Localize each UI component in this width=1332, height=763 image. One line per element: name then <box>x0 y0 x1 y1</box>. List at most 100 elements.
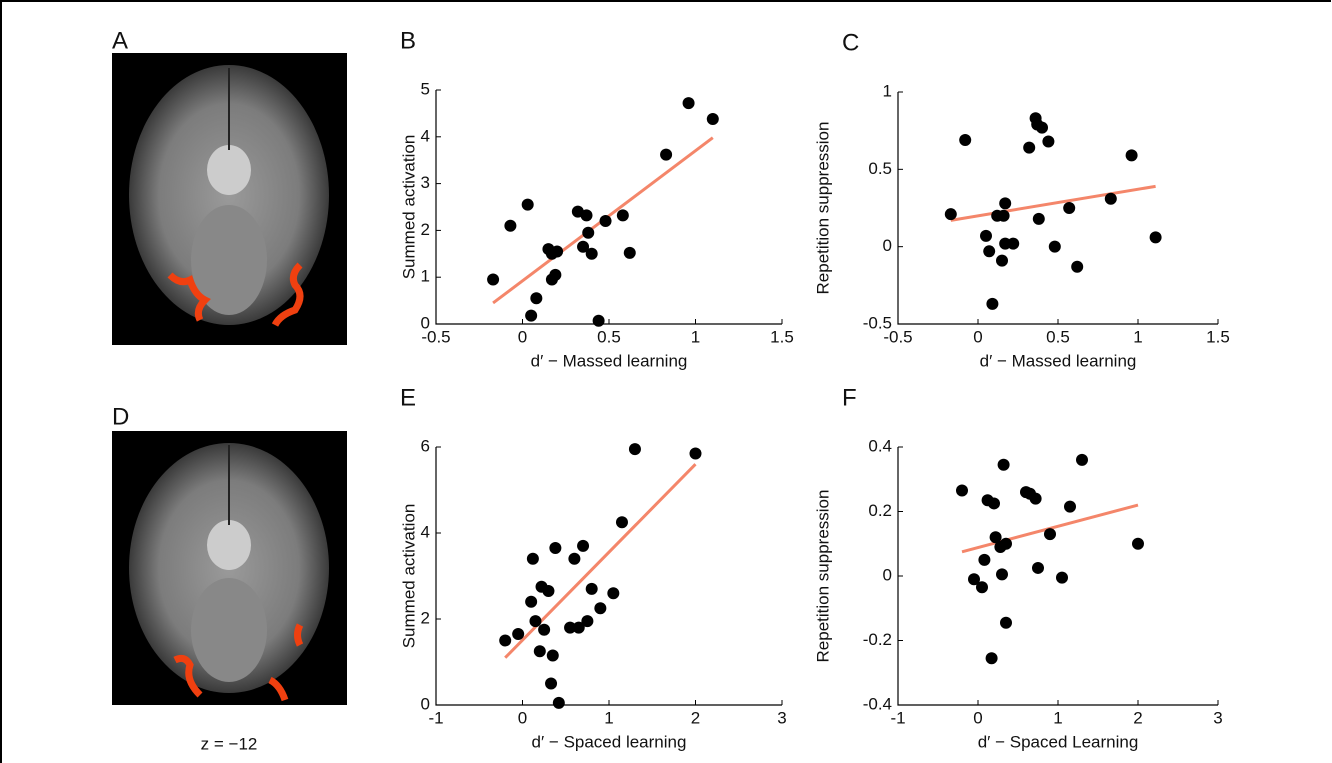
x-tick-label: 2 <box>1133 708 1142 727</box>
y-tick-label: 1 <box>883 81 892 100</box>
point <box>1030 493 1042 505</box>
point <box>690 447 702 459</box>
x-tick-label: 2 <box>691 708 700 727</box>
point <box>660 149 672 161</box>
point <box>976 581 988 593</box>
point <box>582 227 594 239</box>
y-tick-label: 0 <box>883 565 892 584</box>
y-tick-label: 6 <box>421 436 430 455</box>
point <box>568 553 580 565</box>
figure: A D z = −12 B-0.500.511.5012345d′ − Mass… <box>0 0 1332 763</box>
point <box>534 645 546 657</box>
y-tick-label: 5 <box>421 79 430 98</box>
x-tick-label: 1 <box>1133 327 1142 346</box>
x-tick-label: 0 <box>518 327 527 346</box>
panel-label: F <box>842 384 857 411</box>
point <box>999 197 1011 209</box>
y-tick-label: -0.5 <box>863 313 892 332</box>
point <box>1044 528 1056 540</box>
y-axis-label: Repetition suppression <box>813 122 832 295</box>
y-tick-label: 1 <box>421 267 430 286</box>
x-tick-label: 0 <box>518 708 527 727</box>
point <box>1105 193 1117 205</box>
point <box>1056 572 1068 584</box>
x-axis-label: d′ − Massed learning <box>531 351 688 370</box>
point <box>538 624 550 636</box>
axis <box>436 90 782 324</box>
point <box>986 298 998 310</box>
point <box>1049 241 1061 253</box>
x-tick-label: 0.5 <box>1046 327 1070 346</box>
point <box>547 650 559 662</box>
panel-label: D <box>112 403 129 430</box>
x-tick-label: 0 <box>973 327 982 346</box>
point <box>707 113 719 125</box>
point <box>542 585 554 597</box>
point <box>683 97 695 109</box>
y-tick-label: 3 <box>421 173 430 192</box>
point <box>1132 538 1144 550</box>
fit-line <box>951 186 1156 220</box>
point <box>1042 135 1054 147</box>
x-axis-label: d′ − Massed learning <box>980 351 1137 370</box>
point <box>1032 562 1044 574</box>
brain-image-a <box>112 53 347 345</box>
y-tick-label: 2 <box>421 608 430 627</box>
point <box>1033 213 1045 225</box>
point <box>512 628 524 640</box>
panel-label: A <box>112 27 128 54</box>
point <box>959 134 971 146</box>
x-tick-label: 0.5 <box>597 327 621 346</box>
x-tick-label: 1 <box>1053 708 1062 727</box>
x-tick-label: -1 <box>428 708 443 727</box>
panel-label: B <box>400 27 416 54</box>
x-tick-label: 1 <box>691 327 700 346</box>
point <box>1126 149 1138 161</box>
y-tick-label: 0.2 <box>868 501 892 520</box>
y-tick-label: 0.5 <box>868 159 892 178</box>
panel-label: E <box>400 384 416 411</box>
point <box>487 274 499 286</box>
point <box>624 247 636 259</box>
point <box>1076 454 1088 466</box>
point <box>593 315 605 327</box>
y-tick-label: 4 <box>421 522 430 541</box>
y-tick-label: 0 <box>421 313 430 332</box>
point <box>607 587 619 599</box>
y-tick-label: 4 <box>421 126 430 145</box>
x-tick-label: 0 <box>973 708 982 727</box>
point <box>1023 142 1035 154</box>
point <box>504 220 516 232</box>
x-tick-label: 3 <box>777 708 786 727</box>
point <box>616 516 628 528</box>
point <box>545 678 557 690</box>
point <box>586 248 598 260</box>
point <box>983 245 995 257</box>
panel-label: C <box>842 29 859 56</box>
point <box>629 443 641 455</box>
point <box>988 497 1000 509</box>
axis <box>436 447 782 705</box>
axis <box>898 92 1218 324</box>
point <box>525 596 537 608</box>
point <box>998 459 1010 471</box>
point <box>617 209 629 221</box>
y-tick-label: 0 <box>883 236 892 255</box>
y-tick-label: 0.4 <box>868 436 892 455</box>
point <box>1007 238 1019 250</box>
point <box>1063 202 1075 214</box>
point <box>956 485 968 497</box>
point <box>530 292 542 304</box>
point <box>945 208 957 220</box>
point <box>553 697 565 709</box>
point <box>998 210 1010 222</box>
point <box>1064 501 1076 513</box>
point <box>986 652 998 664</box>
point <box>1036 122 1048 134</box>
point <box>577 540 589 552</box>
y-axis-label: Repetition suppression <box>813 490 832 663</box>
x-tick-label: -1 <box>890 708 905 727</box>
x-tick-label: 1.5 <box>1206 327 1230 346</box>
point <box>551 245 563 257</box>
point <box>594 602 606 614</box>
